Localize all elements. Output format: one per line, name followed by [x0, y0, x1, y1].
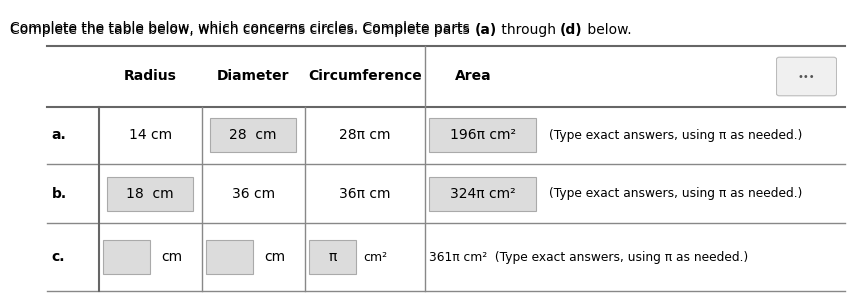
Text: Complete the table below, which concerns circles. Complete parts: Complete the table below, which concerns… — [10, 23, 474, 37]
Text: 196π cm²: 196π cm² — [450, 129, 516, 142]
Text: 361π cm²  (Type exact answers, using π as needed.): 361π cm² (Type exact answers, using π as… — [429, 251, 748, 263]
Text: c.: c. — [51, 250, 65, 264]
Text: cm: cm — [264, 250, 286, 264]
Text: (Type exact answers, using π as needed.): (Type exact answers, using π as needed.) — [549, 129, 802, 142]
Text: Diameter: Diameter — [217, 69, 289, 84]
Text: through: through — [497, 23, 560, 37]
Text: Radius: Radius — [124, 69, 177, 84]
Text: 36π cm: 36π cm — [339, 187, 390, 200]
Text: π: π — [329, 250, 336, 264]
Text: b.: b. — [51, 187, 67, 200]
Text: (a): (a) — [474, 23, 497, 37]
Text: 28  cm: 28 cm — [229, 129, 277, 142]
FancyBboxPatch shape — [776, 57, 837, 96]
Text: 28π cm: 28π cm — [339, 129, 390, 142]
Text: 324π cm²: 324π cm² — [450, 187, 516, 200]
Text: 18  cm: 18 cm — [126, 187, 174, 200]
Text: Complete the table below, which concerns circles. Complete parts: Complete the table below, which concerns… — [10, 21, 474, 35]
Text: Circumference: Circumference — [308, 69, 421, 84]
Text: Area: Area — [455, 69, 492, 84]
Text: (d): (d) — [560, 23, 583, 37]
Text: Complete the table below, which concerns circles. Complete parts: Complete the table below, which concerns… — [10, 21, 474, 35]
Text: cm: cm — [161, 250, 183, 264]
Text: 14 cm: 14 cm — [129, 129, 172, 142]
Text: below.: below. — [583, 23, 631, 37]
Text: •••: ••• — [798, 72, 815, 81]
Text: cm²: cm² — [363, 251, 387, 263]
Text: a.: a. — [51, 129, 66, 142]
Text: 36 cm: 36 cm — [232, 187, 275, 200]
Text: (Type exact answers, using π as needed.): (Type exact answers, using π as needed.) — [549, 187, 802, 200]
